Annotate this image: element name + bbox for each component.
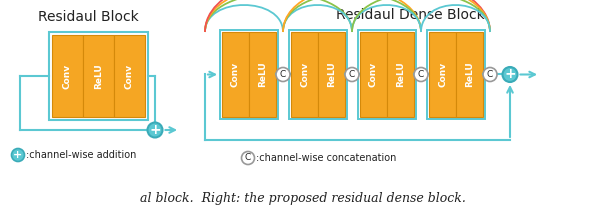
Circle shape (276, 68, 290, 82)
Text: C: C (349, 70, 355, 79)
Circle shape (242, 152, 255, 165)
Bar (83, 35, 114, 117)
Text: C: C (487, 70, 493, 79)
Text: :channel-wise concatenation: :channel-wise concatenation (256, 153, 396, 163)
Text: C: C (280, 70, 286, 79)
Bar (52, 35, 83, 117)
Text: Conv: Conv (369, 62, 378, 87)
Text: Conv: Conv (63, 63, 72, 89)
Bar (49, 32, 148, 120)
Text: al block.  Right: the proposed residual dense block.: al block. Right: the proposed residual d… (140, 192, 466, 205)
Circle shape (12, 148, 24, 162)
Circle shape (147, 123, 162, 138)
Text: ReLU: ReLU (465, 62, 474, 87)
Text: :channel-wise addition: :channel-wise addition (26, 150, 136, 160)
Text: ReLU: ReLU (94, 63, 103, 89)
Bar (387, 32, 414, 117)
Text: Conv: Conv (231, 62, 240, 87)
Circle shape (345, 68, 359, 82)
Bar (360, 32, 387, 117)
Bar (114, 35, 145, 117)
Circle shape (502, 67, 518, 82)
Text: C: C (418, 70, 424, 79)
Bar (427, 30, 485, 119)
Bar (220, 30, 278, 119)
Text: ReLU: ReLU (258, 62, 267, 87)
Bar (289, 30, 347, 119)
Text: +: + (149, 123, 161, 137)
Circle shape (483, 68, 497, 82)
Bar (318, 32, 345, 117)
Bar (358, 30, 416, 119)
Text: Conv: Conv (438, 62, 447, 87)
Bar (222, 32, 249, 117)
Bar (456, 32, 483, 117)
Text: ReLU: ReLU (396, 62, 405, 87)
Bar (249, 32, 276, 117)
Text: Conv: Conv (300, 62, 309, 87)
Text: C: C (245, 153, 251, 162)
Text: Residaul Block: Residaul Block (38, 10, 138, 24)
Text: +: + (13, 150, 22, 160)
Text: +: + (504, 68, 516, 82)
Circle shape (414, 68, 428, 82)
Text: Residaul Dense Block: Residaul Dense Block (336, 8, 484, 22)
Text: ReLU: ReLU (327, 62, 336, 87)
Bar (429, 32, 456, 117)
Text: Conv: Conv (125, 63, 134, 89)
Bar (291, 32, 318, 117)
